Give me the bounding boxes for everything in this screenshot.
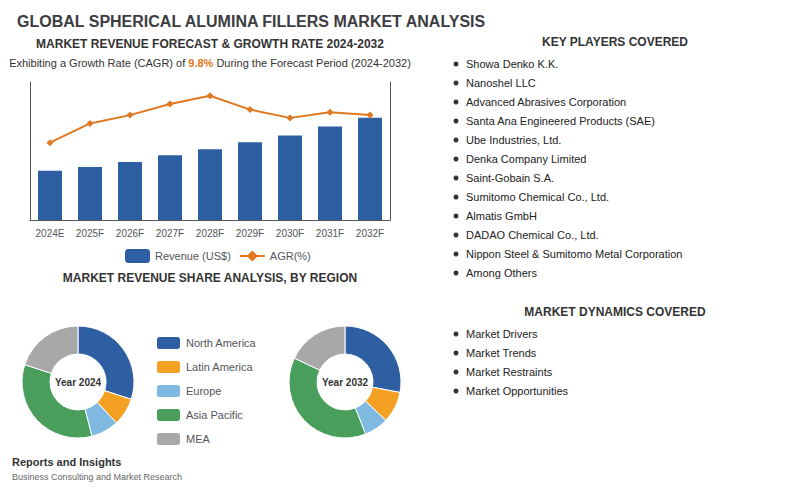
svg-text:2025F: 2025F <box>76 228 104 239</box>
svg-text:2032F: 2032F <box>356 228 384 239</box>
svg-text:Advanced Abrasives Corporation: Advanced Abrasives Corporation <box>466 96 626 108</box>
svg-text:Market Drivers: Market Drivers <box>466 328 538 340</box>
svg-text:2030F: 2030F <box>276 228 304 239</box>
svg-text:Saint-Gobain S.A.: Saint-Gobain S.A. <box>466 172 554 184</box>
svg-text:Denka Company Limited: Denka Company Limited <box>466 153 586 165</box>
svg-text:Nanoshel LLC: Nanoshel LLC <box>466 77 536 89</box>
svg-text:Year 2032: Year 2032 <box>322 377 369 388</box>
svg-text:2024E: 2024E <box>36 228 65 239</box>
svg-text:MEA: MEA <box>186 433 211 445</box>
svg-text:Latin America: Latin America <box>186 361 254 373</box>
svg-text:Market Opportunities: Market Opportunities <box>466 385 569 397</box>
svg-text:MARKET DYNAMICS COVERED: MARKET DYNAMICS COVERED <box>524 305 706 319</box>
svg-text:Market Restraints: Market Restraints <box>466 366 553 378</box>
svg-text:GLOBAL SPHERICAL ALUMINA FILLE: GLOBAL SPHERICAL ALUMINA FILLERS MARKET … <box>17 13 485 30</box>
svg-text:9.8%: 9.8% <box>188 57 213 69</box>
svg-text:Business Consulting and Market: Business Consulting and Market Research <box>12 472 182 482</box>
svg-text:2026F: 2026F <box>116 228 144 239</box>
svg-text:During the Forecast Period (20: During the Forecast Period (2024-2032) <box>213 57 411 69</box>
svg-text:Revenue (US$): Revenue (US$) <box>155 250 231 262</box>
svg-text:Santa Ana Engineered Products: Santa Ana Engineered Products (SAE) <box>466 115 655 127</box>
svg-text:Ube Industries, Ltd.: Ube Industries, Ltd. <box>466 134 561 146</box>
svg-text:2027F: 2027F <box>156 228 184 239</box>
svg-text:2031F: 2031F <box>316 228 344 239</box>
svg-text:Showa Denko K.K.: Showa Denko K.K. <box>466 58 558 70</box>
svg-text:DADAO Chemical Co., Ltd.: DADAO Chemical Co., Ltd. <box>466 229 599 241</box>
svg-text:North America: North America <box>186 337 257 349</box>
svg-text:Exhibiting a Growth Rate (CAGR: Exhibiting a Growth Rate (CAGR) of <box>9 57 188 69</box>
svg-text:Nippon Steel & Sumitomo Metal: Nippon Steel & Sumitomo Metal Corporatio… <box>466 248 682 260</box>
svg-text:AGR(%): AGR(%) <box>270 250 311 262</box>
svg-text:2028F: 2028F <box>196 228 224 239</box>
svg-text:Europe: Europe <box>186 385 221 397</box>
svg-text:Market Trends: Market Trends <box>466 347 537 359</box>
svg-text:Sumitomo Chemical Co., Ltd.: Sumitomo Chemical Co., Ltd. <box>466 191 609 203</box>
svg-text:2029F: 2029F <box>236 228 264 239</box>
svg-text:Almatis GmbH: Almatis GmbH <box>466 210 537 222</box>
svg-text:Year 2024: Year 2024 <box>55 377 102 388</box>
svg-text:MARKET REVENUE SHARE ANALYSIS,: MARKET REVENUE SHARE ANALYSIS, BY REGION <box>63 271 357 285</box>
svg-text:Reports and Insights: Reports and Insights <box>12 456 121 468</box>
svg-text:Asia Pacific: Asia Pacific <box>186 409 243 421</box>
svg-text:MARKET REVENUE FORECAST & GROW: MARKET REVENUE FORECAST & GROWTH RATE 20… <box>36 37 384 51</box>
svg-text:Among Others: Among Others <box>466 267 537 279</box>
svg-text:KEY PLAYERS COVERED: KEY PLAYERS COVERED <box>542 35 688 49</box>
